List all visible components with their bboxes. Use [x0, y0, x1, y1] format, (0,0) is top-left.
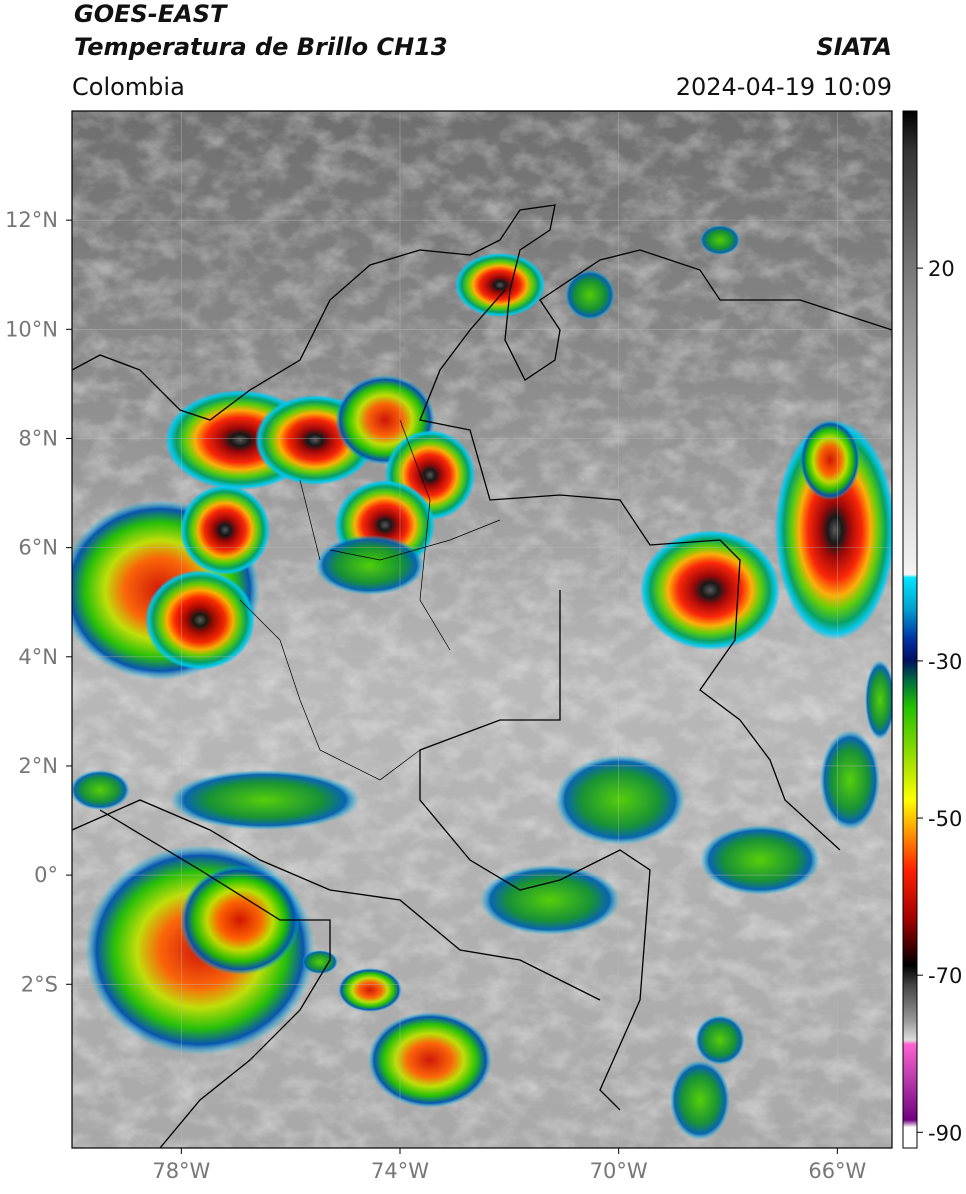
cloud-top [695, 1015, 745, 1065]
colorbar-tick-label: -30 [928, 650, 962, 674]
colorbar-tick-label: 20 [928, 257, 955, 281]
title: GOES-EAST [74, 0, 228, 28]
cloud-top [315, 535, 425, 595]
lat-tick-label: 8°N [18, 426, 58, 450]
lat-tick-label: 12°N [5, 208, 58, 232]
lon-tick-label: 74°W [371, 1159, 429, 1183]
map [72, 111, 892, 1148]
colorbar-tick-label: -70 [928, 964, 962, 988]
internal-borders [239, 419, 501, 781]
subtitle: Temperatura de Brillo CH13 [74, 33, 448, 61]
lat-tick-label: 2°N [18, 754, 58, 778]
cloud-top [368, 1012, 492, 1108]
datetime: 2024-04-19 10:09 [676, 73, 892, 101]
cloud-top [700, 225, 740, 255]
lon-tick-label: 66°W [808, 1159, 866, 1183]
cloud-top [820, 730, 880, 830]
colorbar-tick-label: -50 [928, 807, 962, 831]
borders [72, 204, 892, 1148]
cloud-top [180, 485, 270, 575]
cloud-top [180, 865, 300, 975]
lat-tick-label: 2°S [21, 972, 58, 996]
cloud-top [800, 420, 860, 500]
map-frame [71, 110, 893, 1149]
coastline [72, 204, 892, 421]
cloud-top [565, 270, 615, 320]
cloud-top [700, 825, 820, 895]
source: SIATA [816, 33, 892, 61]
axes: 12°N 10°N 8°N 6°N 4°N 2°N 0° 2°S 78°W 74°W 70°W 66°… [5, 208, 962, 1183]
cloud-top [338, 968, 402, 1012]
border-ecuador-peru [72, 799, 601, 1001]
colorbar [902, 110, 918, 1149]
lon-tick-label: 78°W [152, 1159, 210, 1183]
cloud-top [480, 865, 620, 935]
cloud-top [865, 660, 892, 740]
lat-tick-label: 0° [34, 863, 58, 887]
lat-tick-label: 4°N [18, 645, 58, 669]
cloud-top [455, 253, 545, 317]
cloud-top [555, 755, 685, 845]
cloud-top [302, 950, 338, 974]
cloud-top [72, 770, 130, 810]
region: Colombia [72, 73, 185, 101]
lat-tick-label: 10°N [5, 317, 58, 341]
lat-tick-label: 6°N [18, 536, 58, 560]
lon-tick-label: 70°W [590, 1159, 648, 1183]
cloud-top [640, 530, 780, 650]
cloud-top [670, 1060, 730, 1140]
colorbar-tick-label: -90 [928, 1121, 962, 1145]
border-peru [99, 809, 331, 1148]
cloud-top [145, 570, 255, 670]
border-south [419, 590, 651, 1111]
cloud-top [170, 770, 360, 830]
border-east [419, 289, 841, 851]
